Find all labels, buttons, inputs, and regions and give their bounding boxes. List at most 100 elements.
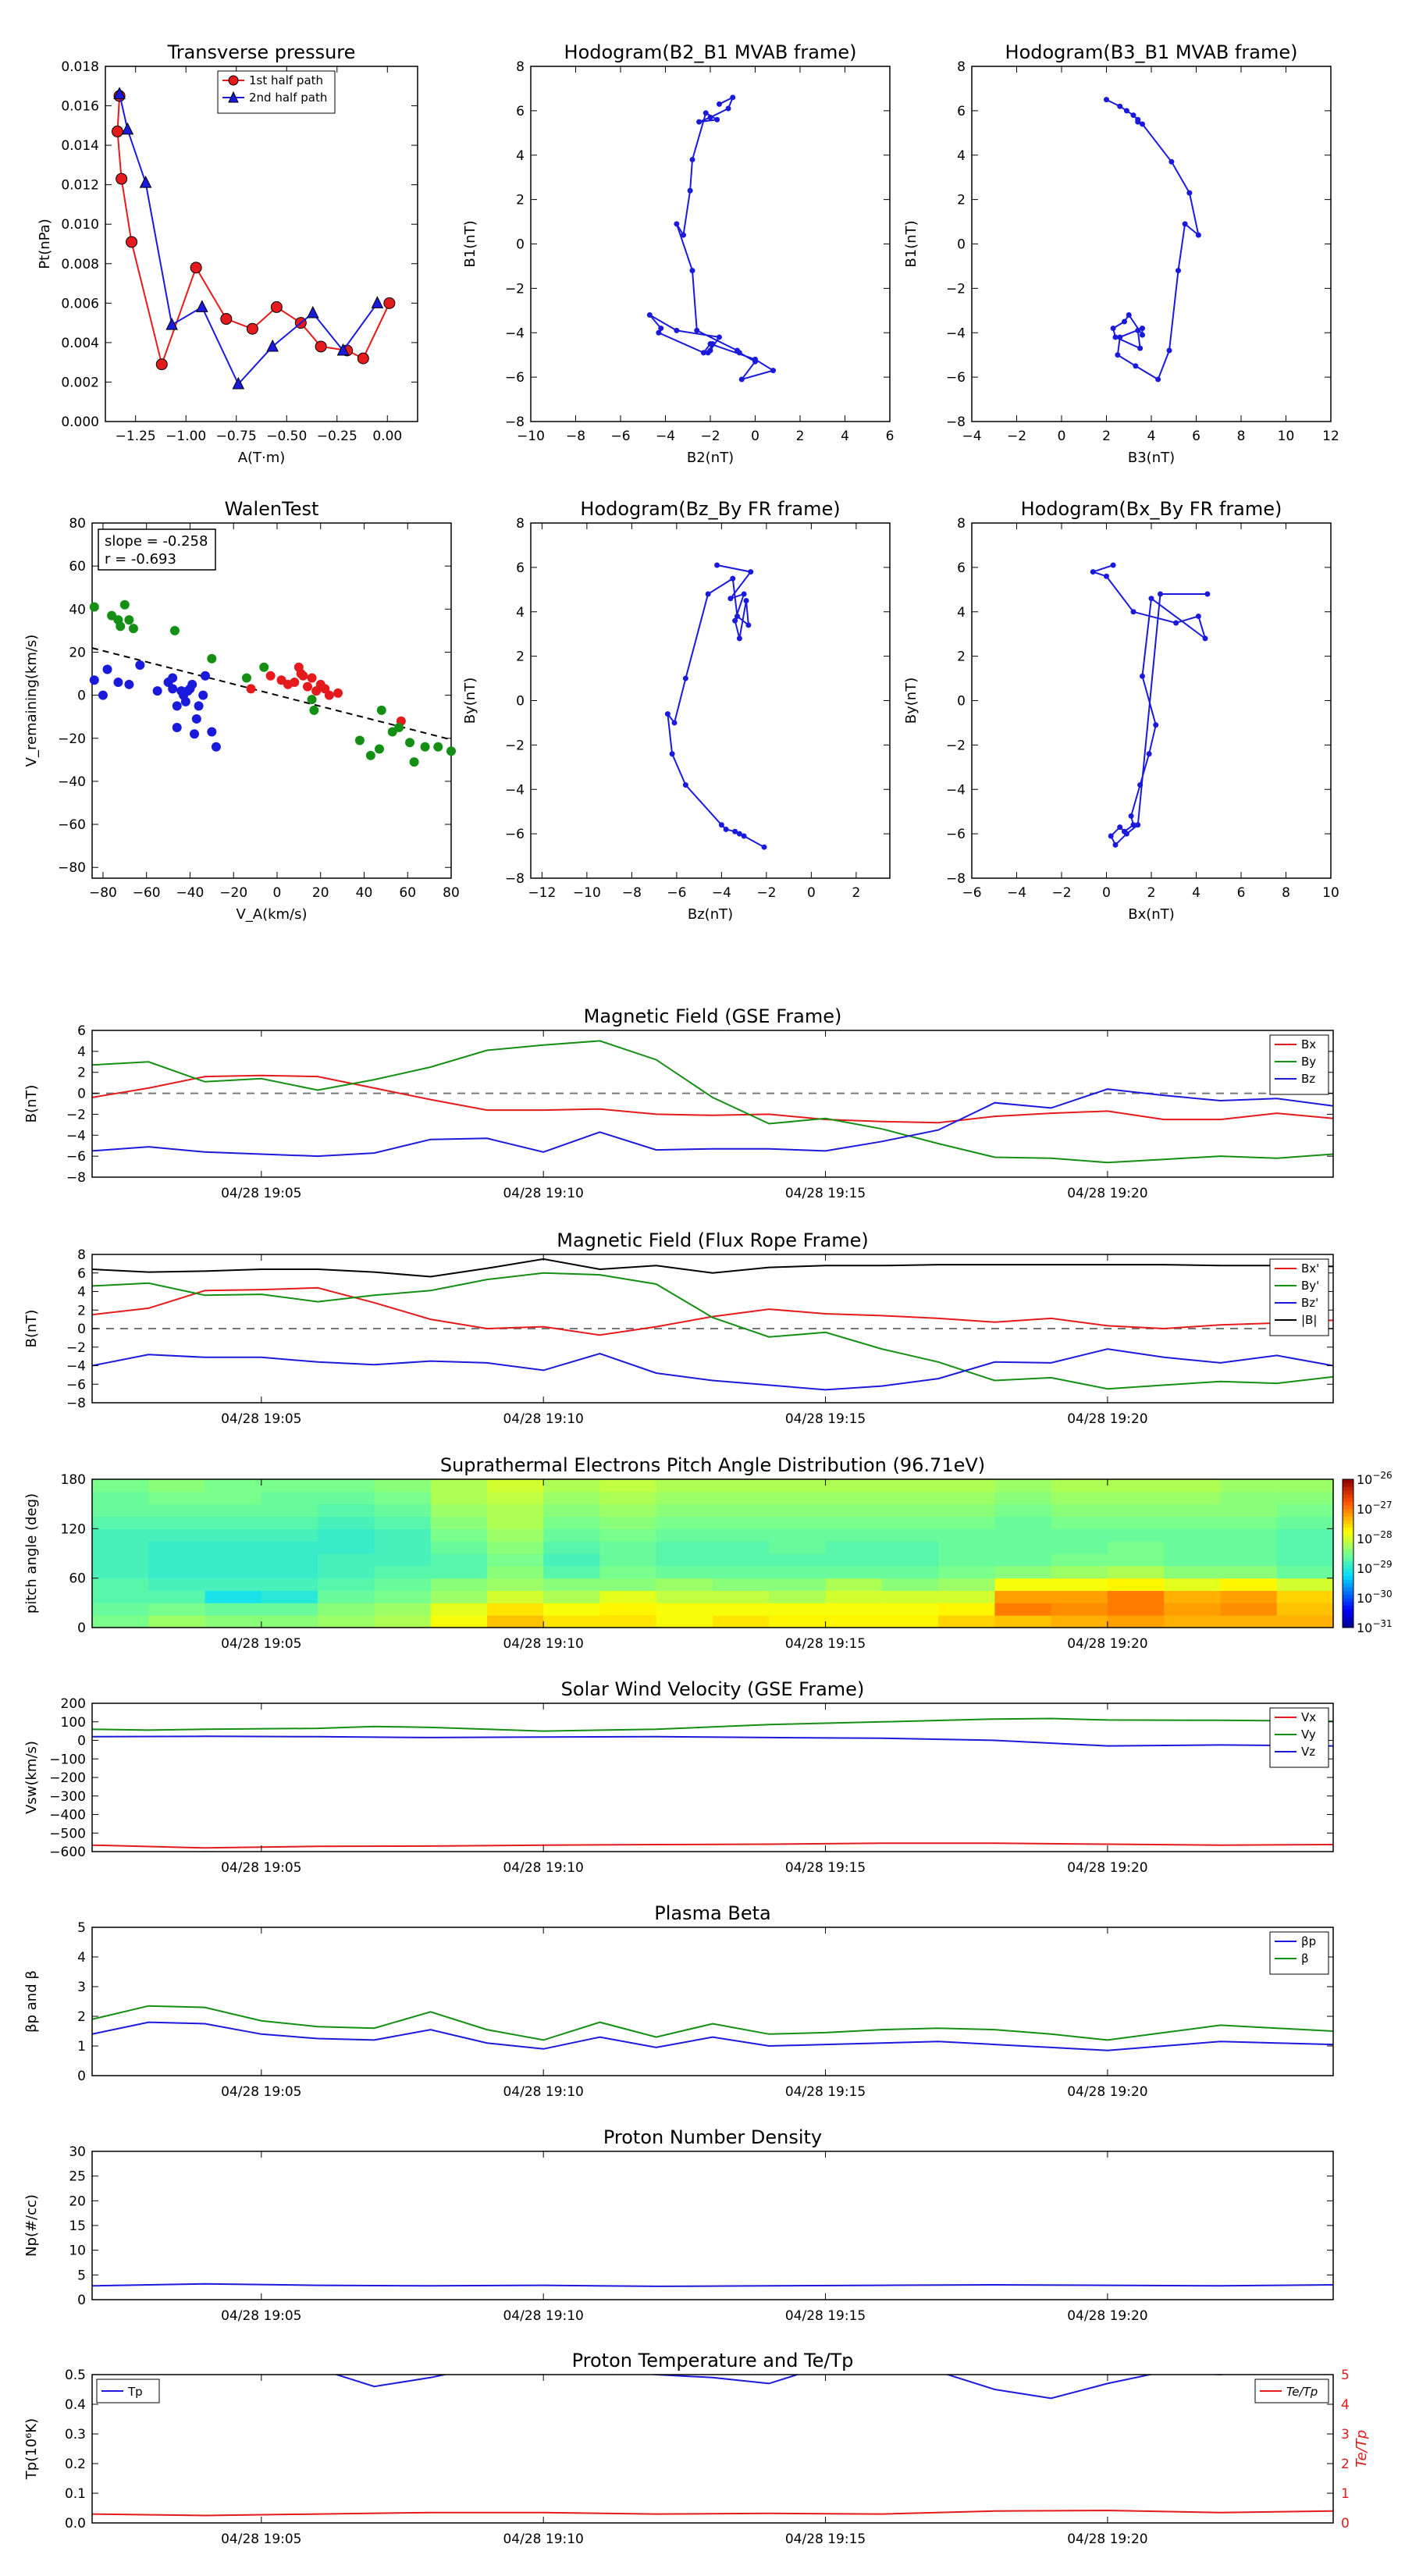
data-point [168, 684, 178, 694]
data-point [324, 690, 334, 700]
x-tick-label: 04/28 19:15 [785, 1186, 866, 1201]
data-point [1135, 327, 1141, 333]
heatmap-cell [92, 1578, 149, 1591]
heatmap-cell [92, 1528, 149, 1542]
data-point [135, 660, 145, 670]
heatmap-cell [205, 1603, 262, 1616]
data-point [152, 686, 162, 696]
heatmap-cell [769, 1528, 827, 1542]
heatmap-cell [713, 1541, 770, 1554]
heatmap-cell [92, 1615, 149, 1628]
data-point [307, 673, 317, 683]
colorbar-exponent: −27 [1372, 1500, 1392, 1510]
heatmap-cell [430, 1479, 488, 1493]
heatmap-cell [205, 1528, 262, 1542]
data-point [1133, 363, 1139, 369]
colorbar-swatch [1343, 1586, 1353, 1591]
heatmap-cell [543, 1565, 600, 1579]
x-tick-label: −6 [962, 885, 981, 901]
data-point [710, 340, 716, 347]
heatmap-cell [318, 1503, 375, 1517]
heatmap-cell [318, 1615, 375, 1628]
data-point [1158, 591, 1163, 597]
heatmap-cell [1051, 1479, 1108, 1493]
data-point [736, 350, 742, 356]
data-point [394, 722, 404, 732]
x-tick-label: 0 [807, 885, 816, 901]
x-tick-label: 8 [1282, 885, 1290, 901]
x-tick-label: 04/28 19:15 [785, 1411, 866, 1427]
chart-title: Solar Wind Velocity (GSE Frame) [561, 1678, 865, 1700]
y-tick-label: −2 [946, 738, 966, 753]
chart-beta: 0 1 2 3 4 5 04/28 19:05 04/28 19:10 04/28 19:15 0… [23, 1902, 1334, 2100]
y-tick-label: 0.012 [61, 178, 99, 194]
y-tick-label: 0.002 [61, 375, 99, 390]
x-tick-label: 0 [1058, 429, 1066, 444]
colorbar-swatch [1343, 1482, 1353, 1487]
x-tick-label: 04/28 19:05 [221, 1636, 301, 1652]
heatmap-cell [92, 1479, 149, 1493]
heatmap-cell [769, 1479, 827, 1493]
y-tick-label: 0.018 [61, 59, 99, 75]
heatmap-cell [318, 1603, 375, 1616]
data-point [1176, 268, 1181, 274]
y-tick-label: 30 [69, 2144, 86, 2160]
data-point [1173, 620, 1179, 626]
heatmap-cell [994, 1491, 1052, 1505]
data-point [207, 727, 217, 737]
data-point [128, 624, 138, 634]
y-axis-label: βp and β [23, 1970, 40, 2033]
heatmap-cell [1107, 1516, 1165, 1529]
data-point [748, 569, 754, 575]
x-tick-label: 04/28 19:15 [785, 2308, 866, 2324]
heatmap-cell [148, 1590, 206, 1603]
y-axis-label: B(nT) [23, 1310, 40, 1348]
heatmap-cell [148, 1578, 206, 1591]
heatmap-cell [148, 1491, 206, 1505]
y-axis-label: Tp(10⁶K) [23, 2418, 40, 2480]
x-tick-label: −10 [517, 429, 545, 444]
heatmap-cell [713, 1479, 770, 1493]
heatmap-cell [1164, 1516, 1221, 1529]
heatmap-cell [374, 1603, 432, 1616]
x-tick-label: −0.50 [266, 429, 307, 444]
data-point [669, 751, 675, 757]
heatmap-cell [599, 1553, 657, 1567]
data-point [1117, 103, 1123, 109]
heatmap-cell [1107, 1565, 1165, 1579]
heatmap-cell [205, 1615, 262, 1628]
heatmap-cell [825, 1516, 883, 1529]
heatmap-cell [994, 1528, 1052, 1542]
data-point [111, 125, 123, 137]
y-tick-label: 4 [77, 1044, 86, 1060]
data-point [89, 602, 99, 612]
chart-title: Magnetic Field (GSE Frame) [584, 1005, 842, 1027]
legend-box [1269, 1931, 1329, 1975]
y-tick-label: 6 [77, 1023, 86, 1039]
data-point [1122, 318, 1127, 325]
heatmap-cell [1164, 1541, 1221, 1554]
data-point [183, 686, 193, 696]
colorbar-swatch [1343, 1598, 1353, 1603]
x-tick-label: −4 [1007, 885, 1026, 901]
x-axis-label: A(T·m) [238, 450, 286, 466]
heatmap-cell [1220, 1491, 1278, 1505]
y-tick-label: −100 [49, 1752, 86, 1767]
x-tick-label: 04/28 19:10 [503, 2308, 583, 2324]
legend-label: Bx' [1301, 1261, 1319, 1276]
data-point [309, 705, 319, 715]
data-point [1148, 596, 1154, 602]
colorbar: 10−26 10−27 10−28 10−29 10−30 10−31 [1342, 1470, 1393, 1635]
colorbar-swatch [1343, 1571, 1353, 1576]
y-tick-label: 0.008 [61, 257, 99, 272]
heatmap-cell [938, 1615, 995, 1628]
y-tick-label: 0 [957, 237, 966, 253]
data-point [1140, 326, 1145, 332]
heatmap-cell [769, 1578, 827, 1591]
data-point [113, 87, 126, 99]
heatmap-cell [938, 1553, 995, 1567]
data-point [736, 635, 742, 642]
y-tick-label: 4 [77, 1285, 86, 1300]
data-point [420, 742, 430, 752]
y-tick-label: 0 [516, 237, 525, 253]
